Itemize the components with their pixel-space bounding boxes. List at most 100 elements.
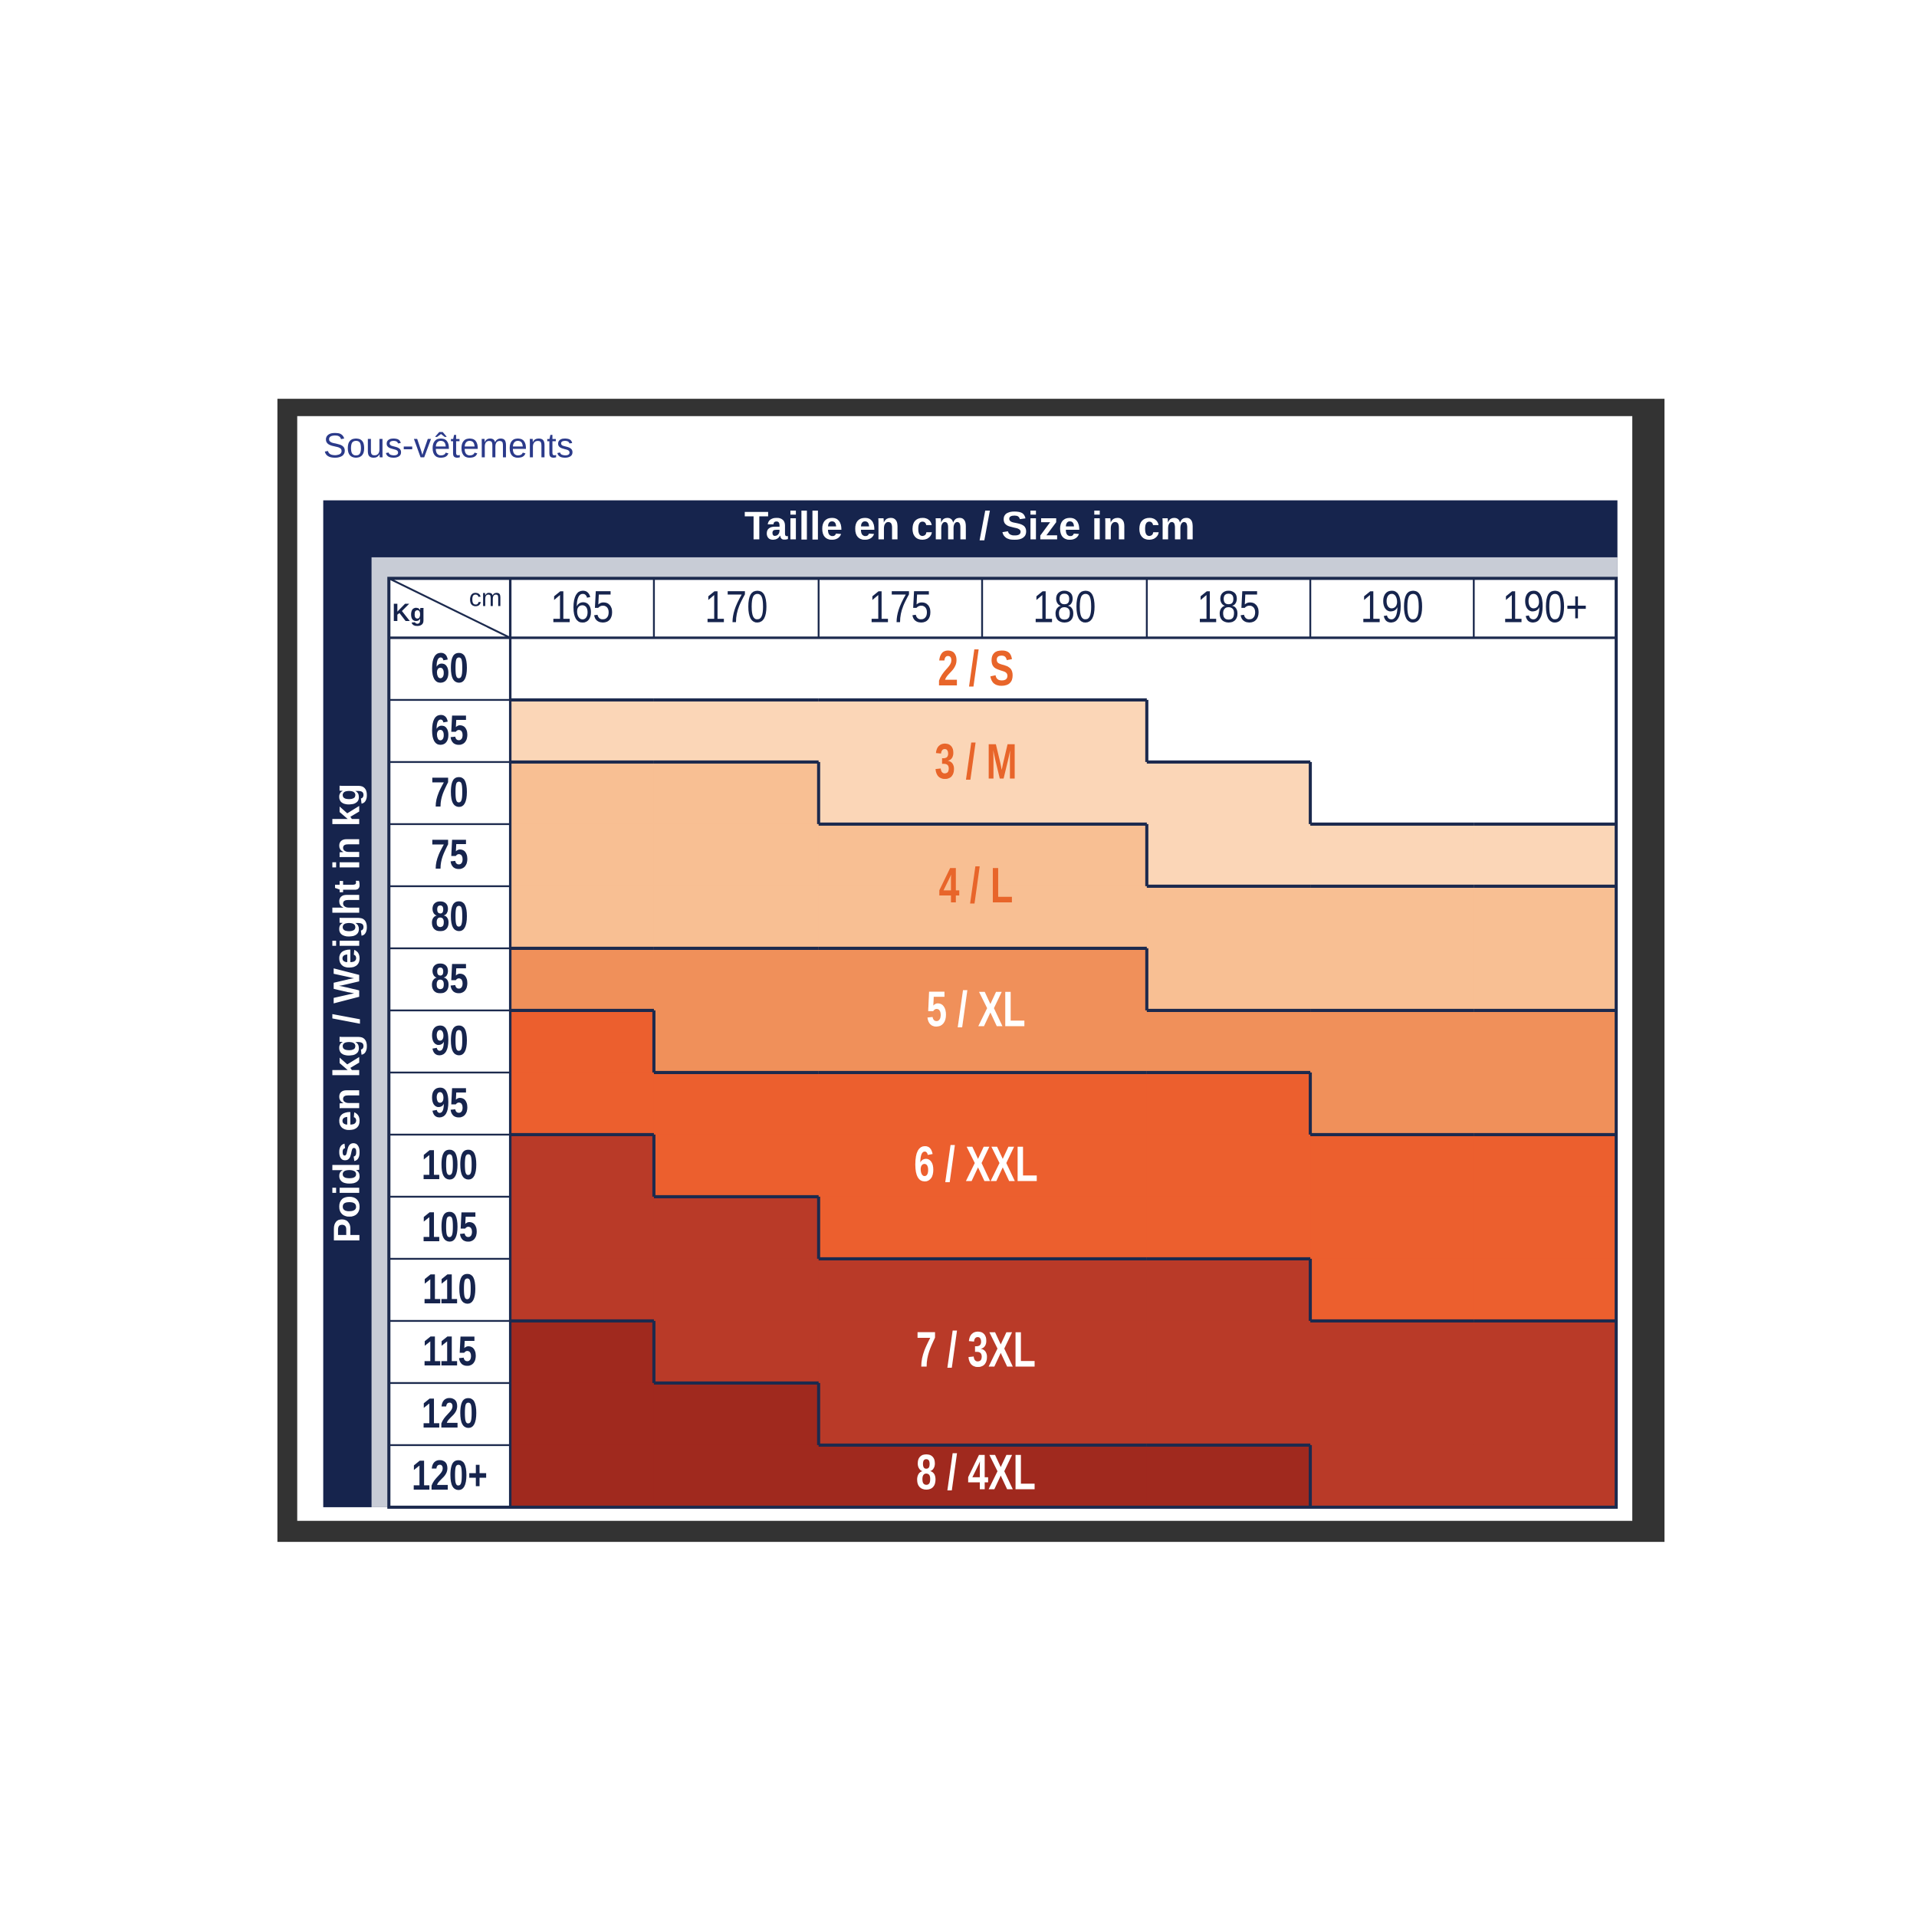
size-cell xyxy=(982,699,1148,763)
weight-label: 70 xyxy=(431,768,468,816)
size-cell xyxy=(1146,1444,1311,1508)
size-cell xyxy=(653,823,820,887)
size-cell xyxy=(1474,1010,1617,1073)
size-cell xyxy=(1146,1320,1311,1384)
size-cell xyxy=(818,1072,983,1135)
weight-label: 60 xyxy=(431,644,468,692)
size-cell xyxy=(982,761,1148,825)
size-cell xyxy=(1310,761,1475,825)
size-cell xyxy=(510,1320,655,1384)
size-cell xyxy=(653,948,820,1011)
title: Sous-vêtements xyxy=(324,426,574,465)
weight-label: 115 xyxy=(422,1327,477,1375)
size-cell xyxy=(1310,1134,1475,1198)
row-unit: Kg xyxy=(393,599,426,626)
size-cell xyxy=(1310,1258,1475,1322)
weight-label: 85 xyxy=(431,955,468,1002)
column-header: 180 xyxy=(1033,583,1096,632)
weight-label: 110 xyxy=(422,1265,477,1313)
column-unit: cm xyxy=(469,583,502,611)
size-cell xyxy=(982,1258,1148,1322)
size-cell xyxy=(510,699,655,763)
weight-label: 65 xyxy=(431,706,468,754)
size-cell xyxy=(1146,1134,1311,1198)
size-cell xyxy=(1474,1196,1617,1260)
grid-border xyxy=(387,577,1618,1509)
size-cell xyxy=(1310,1072,1475,1135)
size-cell xyxy=(653,1134,820,1198)
size-label: 3 / M xyxy=(935,734,1017,790)
size-cell xyxy=(653,1072,820,1135)
size-cell xyxy=(982,1196,1148,1260)
size-cell xyxy=(818,948,983,1011)
size-cell xyxy=(1474,886,1617,949)
size-cell xyxy=(1310,823,1475,887)
size-cell xyxy=(818,1258,983,1322)
size-cell xyxy=(982,948,1148,1011)
weight-label: 75 xyxy=(431,830,468,878)
size-cell xyxy=(510,1072,655,1135)
size-cell xyxy=(982,1134,1148,1198)
size-cell xyxy=(818,1382,983,1446)
size-cell xyxy=(1474,1320,1617,1384)
column-header: 190+ xyxy=(1503,583,1588,632)
size-cell xyxy=(818,1010,983,1073)
size-cell xyxy=(1474,637,1617,701)
weight-label: 100 xyxy=(422,1141,478,1188)
size-label: 6 / XXL xyxy=(914,1137,1038,1192)
size-cell xyxy=(1310,1320,1475,1384)
size-cell xyxy=(510,886,655,949)
size-cell xyxy=(1474,1134,1617,1198)
size-cell xyxy=(1474,823,1617,887)
size-cell xyxy=(1474,761,1617,825)
size-cell xyxy=(818,1134,983,1198)
size-cell xyxy=(818,1320,983,1384)
header: Taille en cm / Size in cm xyxy=(744,503,1195,547)
size-cell xyxy=(818,886,983,949)
column-header: 165 xyxy=(550,583,613,632)
size-cell xyxy=(1146,699,1311,763)
size-label: 8 / 4XL xyxy=(916,1445,1036,1500)
weight-label: 95 xyxy=(431,1079,468,1126)
size-cell xyxy=(1146,637,1311,701)
size-cell xyxy=(653,699,820,763)
size-cell xyxy=(653,1320,820,1384)
size-cell xyxy=(1146,886,1311,949)
side-label: Poids en kg / Weight in kg xyxy=(326,784,367,1243)
column-header: 175 xyxy=(869,583,932,632)
size-cell xyxy=(653,1444,820,1508)
size-cell xyxy=(982,1072,1148,1135)
size-cell xyxy=(1146,1382,1311,1446)
size-cell xyxy=(1146,948,1311,1011)
size-cell xyxy=(1310,699,1475,763)
size-cell xyxy=(1310,1382,1475,1446)
size-cell xyxy=(1474,1382,1617,1446)
size-cell xyxy=(653,1258,820,1322)
size-cell xyxy=(1146,823,1311,887)
size-cell xyxy=(1474,1072,1617,1135)
size-cell xyxy=(510,761,655,825)
size-cell xyxy=(1474,699,1617,763)
size-cell xyxy=(510,948,655,1011)
size-label: 5 / XL xyxy=(926,982,1025,1037)
size-cell xyxy=(1146,1010,1311,1073)
size-cell xyxy=(982,886,1148,949)
size-cell xyxy=(1146,1258,1311,1322)
size-cell xyxy=(653,1010,820,1073)
size-cell xyxy=(1310,1196,1475,1260)
size-cell xyxy=(653,761,820,825)
size-cell xyxy=(1310,948,1475,1011)
size-cell xyxy=(1310,886,1475,949)
size-cell xyxy=(818,823,983,887)
size-cell xyxy=(653,1196,820,1260)
size-cell xyxy=(1146,1196,1311,1260)
weight-label: 105 xyxy=(422,1203,478,1250)
size-label: 4 / L xyxy=(938,858,1013,913)
size-cell xyxy=(510,1196,655,1260)
size-cell xyxy=(1146,1072,1311,1135)
size-cell xyxy=(1310,637,1475,701)
weight-label: 120+ xyxy=(412,1451,488,1499)
column-header: 170 xyxy=(705,583,767,632)
